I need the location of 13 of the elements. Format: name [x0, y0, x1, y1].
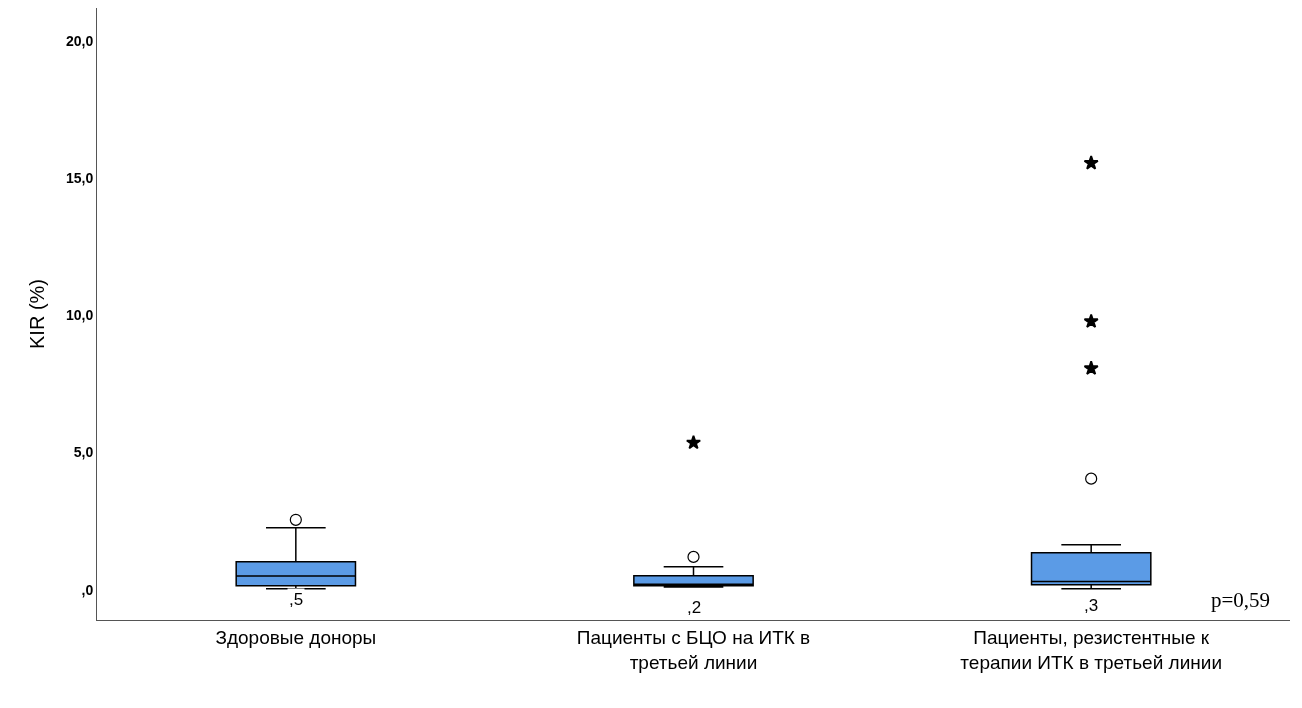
annotation: ,3 — [1084, 596, 1099, 615]
y-axis-title: KIR (%) — [26, 279, 49, 349]
x-tick-label: Пациенты, резистентные к терапии ИТК в третьей линии — [960, 626, 1222, 673]
y-tick-label: 5,0 — [73, 444, 94, 461]
y-tick-label: 15,0 — [65, 170, 94, 187]
y-tick-label: 20,0 — [65, 32, 94, 49]
x-tick-label: Здоровые доноры — [215, 626, 377, 648]
x-tick-label: Пациенты с БЦО на ИТК в третьей линии — [576, 626, 811, 673]
annotation: ,2 — [687, 598, 702, 617]
y-tick-label: ,0 — [81, 581, 94, 598]
y-tick-label: 10,0 — [65, 307, 94, 324]
annotation: p=0,59 — [1211, 588, 1271, 612]
annotation: ,5 — [289, 590, 304, 609]
